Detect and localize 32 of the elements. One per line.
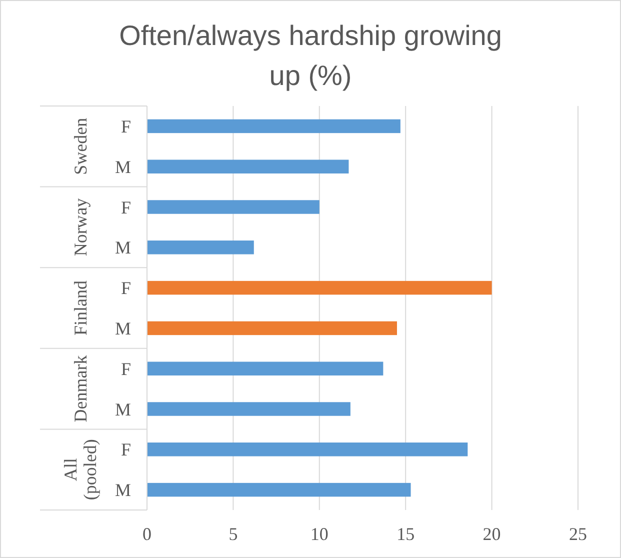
x-tick-label: 15 [396,524,415,544]
bar [147,280,492,295]
x-tick-label: 5 [228,524,238,544]
text: Denmark [70,355,90,422]
x-tick-label: 20 [482,524,501,544]
y-tick-label: F [120,197,131,218]
y-tick-label: M [114,399,131,420]
bar [147,240,254,254]
bar [147,119,400,134]
x-tick-label: 0 [142,524,152,544]
text: Finland [70,280,90,336]
x-tick-label: 10 [310,524,328,544]
text: Sweden [70,118,90,175]
y-tick-label: M [114,318,131,338]
chart-title: Often/always hardship growing up (%) [119,20,502,91]
y-tick-label: F [120,440,131,460]
text: Norway [70,198,90,256]
bar [147,160,349,174]
bar [147,200,320,214]
bar [147,362,384,376]
bar [147,442,468,456]
y-tick-label: M [114,480,131,500]
bar [147,321,397,336]
y-tick-label: F [120,116,131,136]
bar [147,402,350,416]
x-tick-label: 25 [569,524,587,544]
y-tick-label: F [120,358,131,379]
bar [147,482,411,497]
text: All (pooled) [60,439,100,500]
y-tick-label: M [114,156,131,177]
y-tick-label: F [120,278,131,298]
y-tick-label: M [114,238,131,258]
